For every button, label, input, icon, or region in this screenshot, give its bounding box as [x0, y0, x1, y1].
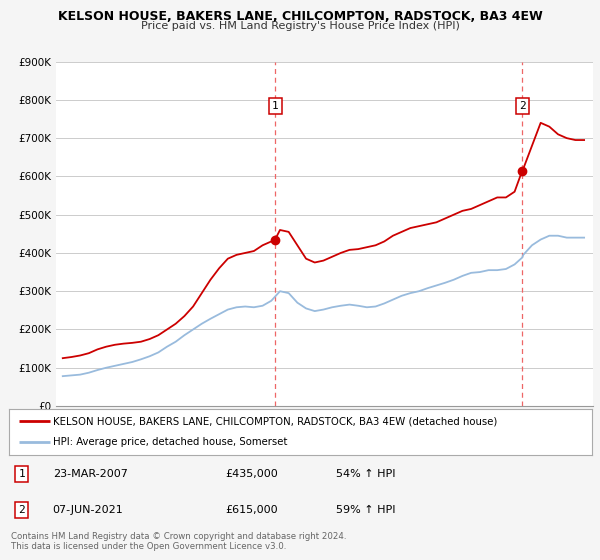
Text: Contains HM Land Registry data © Crown copyright and database right 2024.: Contains HM Land Registry data © Crown c… [11, 532, 346, 541]
Text: 2: 2 [19, 505, 25, 515]
Text: £435,000: £435,000 [225, 469, 278, 479]
Text: 59% ↑ HPI: 59% ↑ HPI [335, 505, 395, 515]
Text: 2: 2 [519, 101, 526, 111]
Text: 07-JUN-2021: 07-JUN-2021 [53, 505, 124, 515]
Text: This data is licensed under the Open Government Licence v3.0.: This data is licensed under the Open Gov… [11, 542, 286, 551]
Text: 23-MAR-2007: 23-MAR-2007 [53, 469, 128, 479]
Text: HPI: Average price, detached house, Somerset: HPI: Average price, detached house, Some… [53, 437, 287, 447]
Text: Price paid vs. HM Land Registry's House Price Index (HPI): Price paid vs. HM Land Registry's House … [140, 21, 460, 31]
Text: £615,000: £615,000 [225, 505, 277, 515]
Text: 54% ↑ HPI: 54% ↑ HPI [335, 469, 395, 479]
Text: 1: 1 [19, 469, 25, 479]
Text: 1: 1 [272, 101, 278, 111]
Text: KELSON HOUSE, BAKERS LANE, CHILCOMPTON, RADSTOCK, BA3 4EW (detached house): KELSON HOUSE, BAKERS LANE, CHILCOMPTON, … [53, 416, 497, 426]
Text: KELSON HOUSE, BAKERS LANE, CHILCOMPTON, RADSTOCK, BA3 4EW: KELSON HOUSE, BAKERS LANE, CHILCOMPTON, … [58, 10, 542, 23]
